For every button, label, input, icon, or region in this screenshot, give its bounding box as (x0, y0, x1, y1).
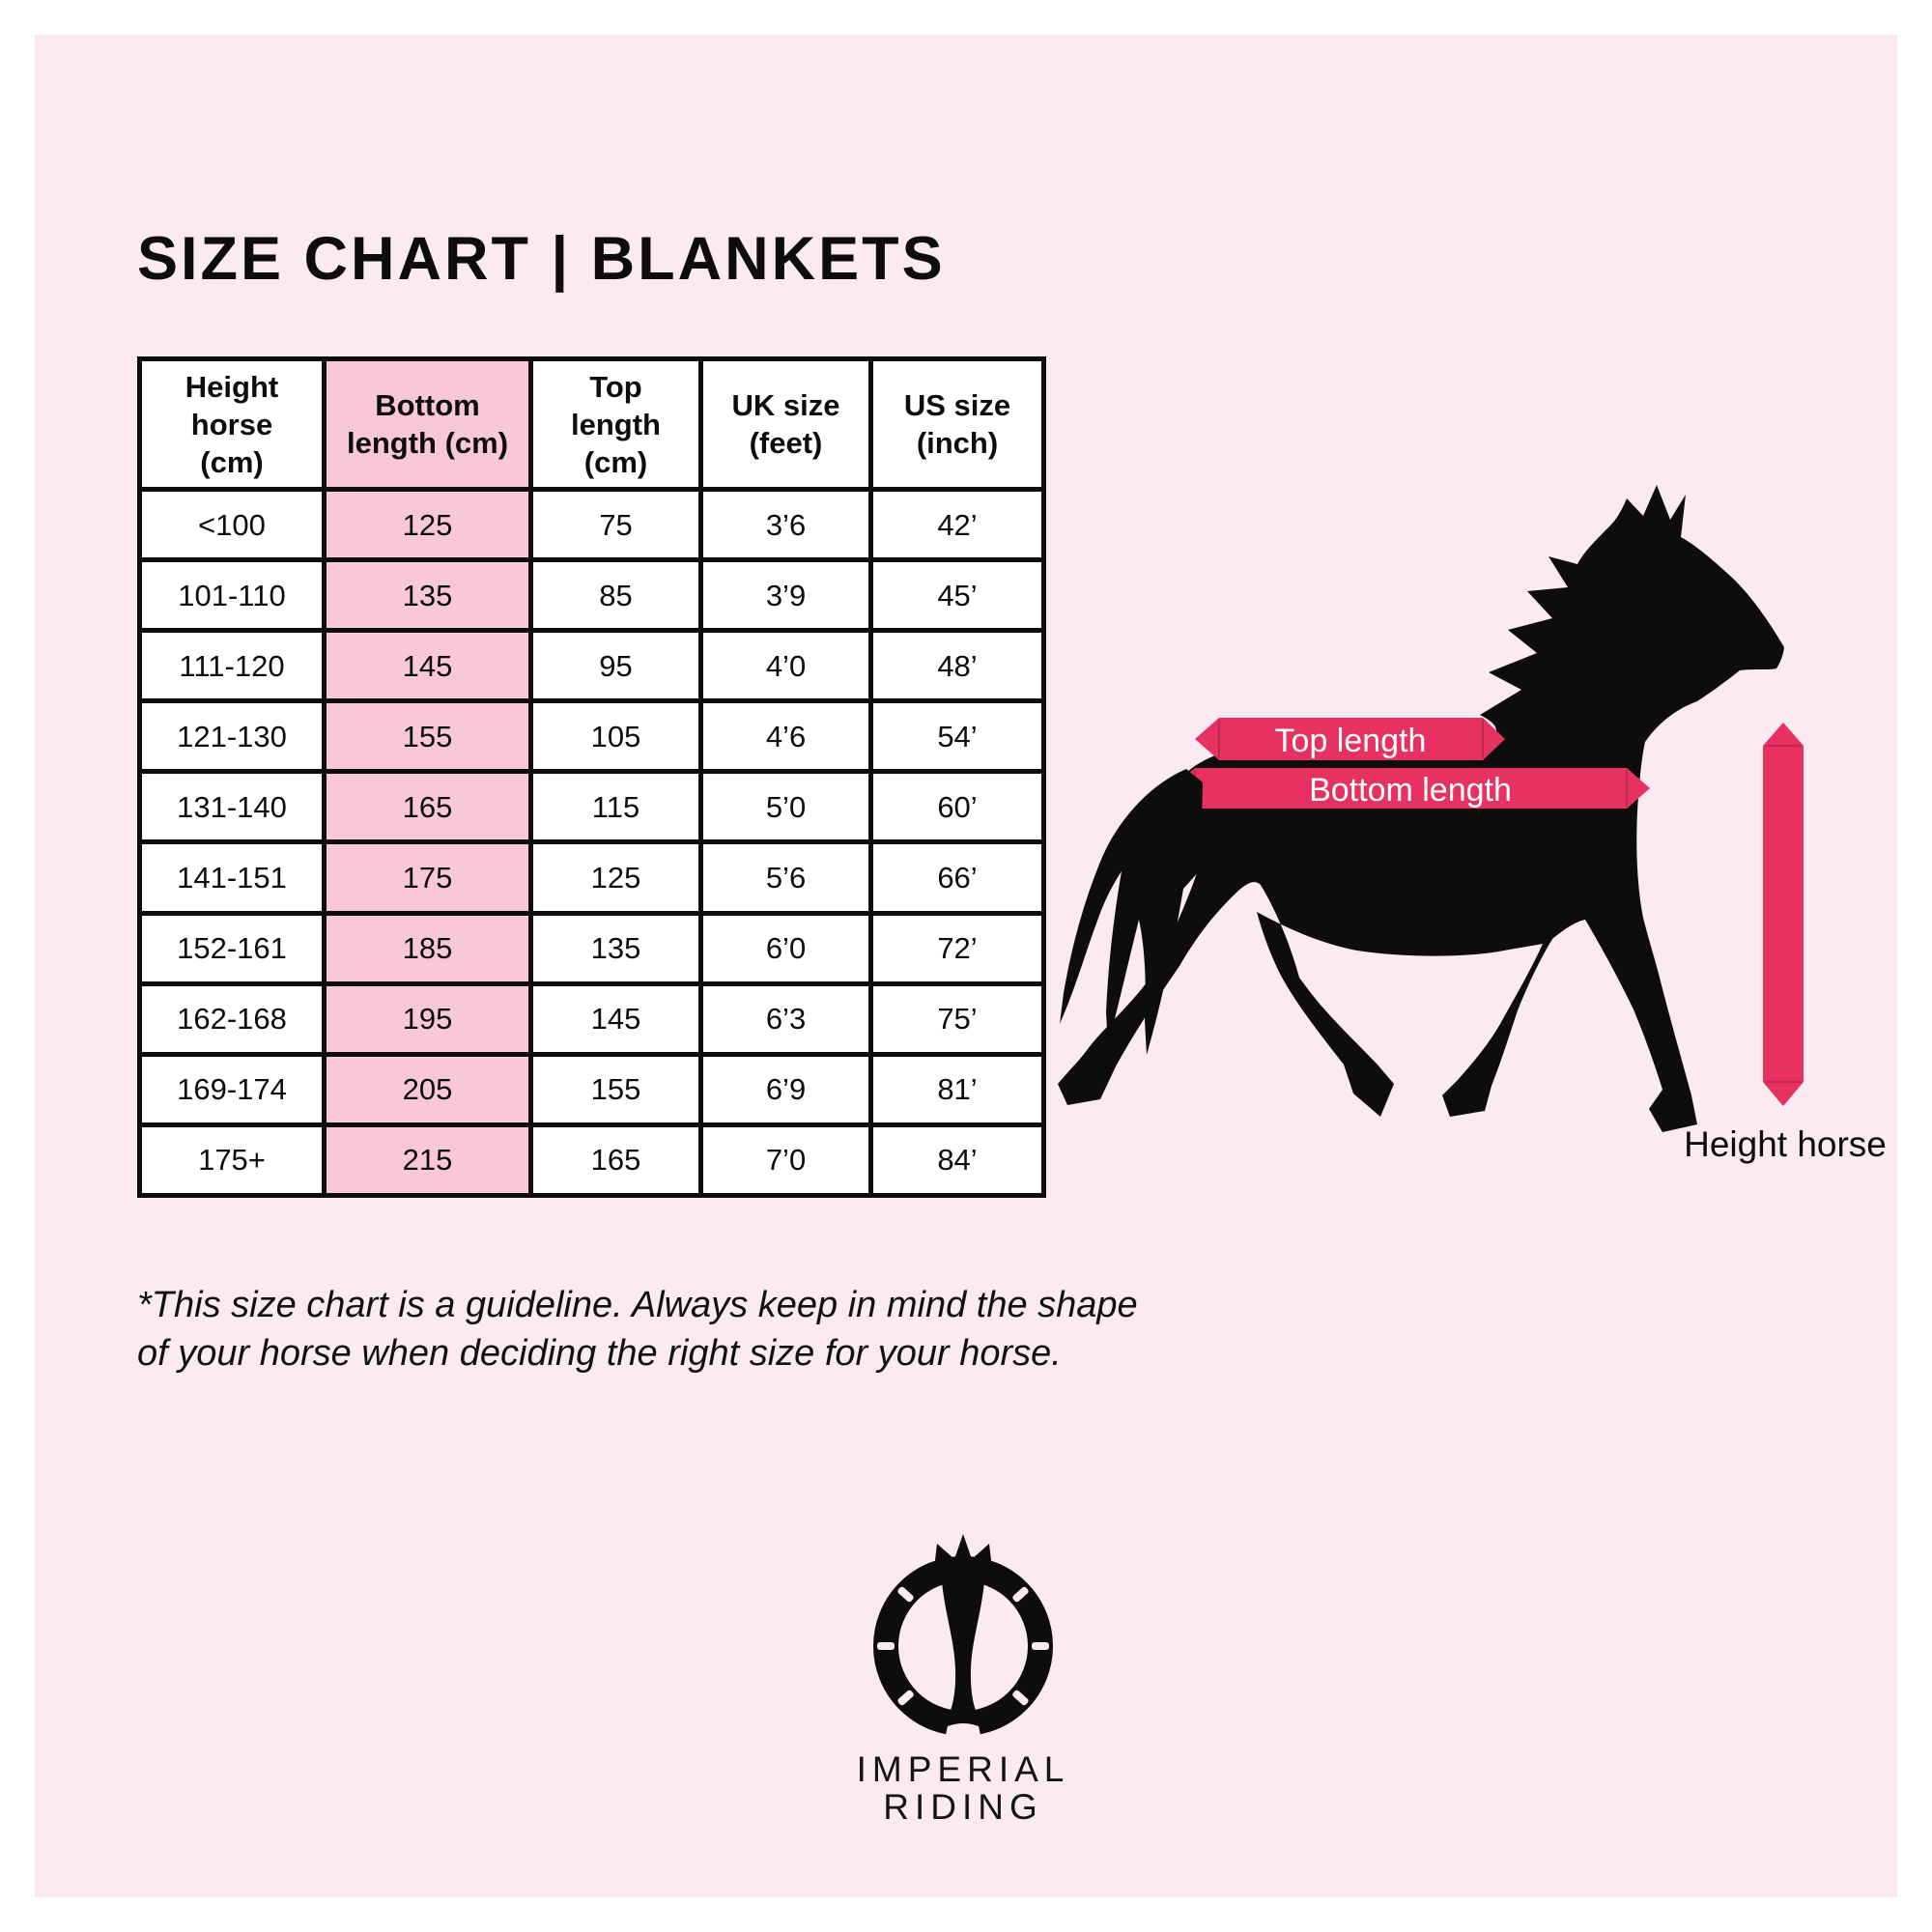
footnote-line: of your horse when deciding the right si… (137, 1333, 1062, 1374)
table-cell: 125 (322, 486, 533, 563)
table-row: 175+ 215 165 7’0 84’ (137, 1122, 1046, 1199)
header-height-horse: Height horse (cm) (137, 356, 327, 492)
footnote: *This size chart is a guideline. Always … (137, 1281, 1151, 1378)
header-bottom-length: Bottom length (cm) (322, 356, 533, 492)
table-cell: 60’ (868, 769, 1046, 845)
table-cell: 4’0 (698, 628, 873, 704)
table-cell: 45’ (868, 557, 1046, 634)
table-cell: 101-110 (137, 557, 327, 634)
table-header-row: Height horse (cm) Bottom length (cm) Top… (137, 356, 1046, 492)
blanket-size-table: Height horse (cm) Bottom length (cm) Top… (137, 356, 1046, 1199)
logo-line: IMPERIAL (856, 1749, 1070, 1789)
table-row: 101-110 135 85 3’9 45’ (137, 557, 1046, 634)
header-line: Bottom (375, 388, 480, 422)
table-cell: 155 (322, 698, 533, 775)
table-cell: 81’ (868, 1051, 1046, 1127)
table-cell: 145 (528, 980, 703, 1057)
table-cell: 6’3 (698, 980, 873, 1057)
top-length-label: Top length (1275, 723, 1427, 759)
header-line: Height (185, 369, 279, 404)
table-cell: 95 (528, 628, 703, 704)
table-cell: 169-174 (137, 1051, 327, 1127)
table-cell: 84’ (868, 1122, 1046, 1199)
table-cell: 66’ (868, 839, 1046, 916)
logo-line: RIDING (883, 1787, 1043, 1827)
header-line: UK size (731, 388, 840, 422)
table-cell: 3’6 (698, 486, 873, 563)
table-cell: 135 (322, 557, 533, 634)
table-cell: 185 (322, 910, 533, 986)
table-cell: 121-130 (137, 698, 327, 775)
table-cell: 111-120 (137, 628, 327, 704)
header-line: length (571, 407, 661, 441)
table-cell: 155 (528, 1051, 703, 1127)
table-cell: 165 (528, 1122, 703, 1199)
bottom-length-arrow: Bottom length (1171, 768, 1650, 809)
header-us-size: US size (inch) (868, 356, 1046, 492)
table-cell: 6’9 (698, 1051, 873, 1127)
table-cell: 48’ (868, 628, 1046, 704)
imperial-riding-logo: IMPERIAL RIDING (813, 1528, 1113, 1826)
table-cell: 145 (322, 628, 533, 704)
table-cell: 152-161 (137, 910, 327, 986)
logo-wordmark: IMPERIAL RIDING (813, 1750, 1113, 1826)
header-line: Top (589, 369, 642, 404)
header-line: US size (903, 388, 1011, 422)
header-top-length: Top length (cm) (528, 356, 703, 492)
table-cell: 105 (528, 698, 703, 775)
header-line: (inch) (916, 426, 999, 460)
pillar-icon (940, 1577, 986, 1729)
table-cell: 7’0 (698, 1122, 873, 1199)
table-row: 141-151 175 125 5’6 66’ (137, 839, 1046, 916)
table-row: 162-168 195 145 6’3 75’ (137, 980, 1046, 1057)
table-row: <100 125 75 3’6 42’ (137, 486, 1046, 563)
table-cell: 195 (322, 980, 533, 1057)
horse-tail-silhouette (1060, 769, 1203, 1055)
table-cell: 175+ (137, 1122, 327, 1199)
crown-icon (933, 1534, 993, 1577)
table-cell: 42’ (868, 486, 1046, 563)
header-line: length (cm) (346, 426, 509, 460)
table-cell: 5’6 (698, 839, 873, 916)
table-cell: 75 (528, 486, 703, 563)
horseshoe-crown-logo-icon (873, 1534, 1053, 1747)
table-cell: 162-168 (137, 980, 327, 1057)
header-line: horse (190, 407, 273, 441)
table-cell: 175 (322, 839, 533, 916)
height-horse-label: Height horse (1684, 1124, 1887, 1164)
footnote-line: *This size chart is a guideline. Always … (137, 1285, 1138, 1325)
table-cell: 115 (528, 769, 703, 845)
header-uk-size: UK size (feet) (698, 356, 873, 492)
table-cell: 3’9 (698, 557, 873, 634)
table-cell: 54’ (868, 698, 1046, 775)
table-cell: 215 (322, 1122, 533, 1199)
height-arrow (1763, 723, 1804, 1106)
table-cell: 5’0 (698, 769, 873, 845)
top-length-arrow: Top length (1195, 718, 1505, 760)
table-cell: 4’6 (698, 698, 873, 775)
table-row: 111-120 145 95 4’0 48’ (137, 628, 1046, 704)
table-row: 169-174 205 155 6’9 81’ (137, 1051, 1046, 1127)
table-cell: 85 (528, 557, 703, 634)
table-cell: 6’0 (698, 910, 873, 986)
table-cell: 72’ (868, 910, 1046, 986)
header-line: (cm) (200, 444, 264, 479)
table-row: 131-140 165 115 5’0 60’ (137, 769, 1046, 845)
table-row: 152-161 185 135 6’0 72’ (137, 910, 1046, 986)
table-cell: 165 (322, 769, 533, 845)
table-cell: <100 (137, 486, 327, 563)
table-cell: 75’ (868, 980, 1046, 1057)
page-title: SIZE CHART | BLANKETS (137, 225, 946, 293)
table-cell: 135 (528, 910, 703, 986)
header-line: (feet) (749, 426, 823, 460)
header-line: (cm) (583, 444, 648, 479)
table-cell: 125 (528, 839, 703, 916)
table-cell: 141-151 (137, 839, 327, 916)
table-row: 121-130 155 105 4’6 54’ (137, 698, 1046, 775)
table-cell: 131-140 (137, 769, 327, 845)
table-cell: 205 (322, 1051, 533, 1127)
bottom-length-label: Bottom length (1309, 772, 1512, 809)
